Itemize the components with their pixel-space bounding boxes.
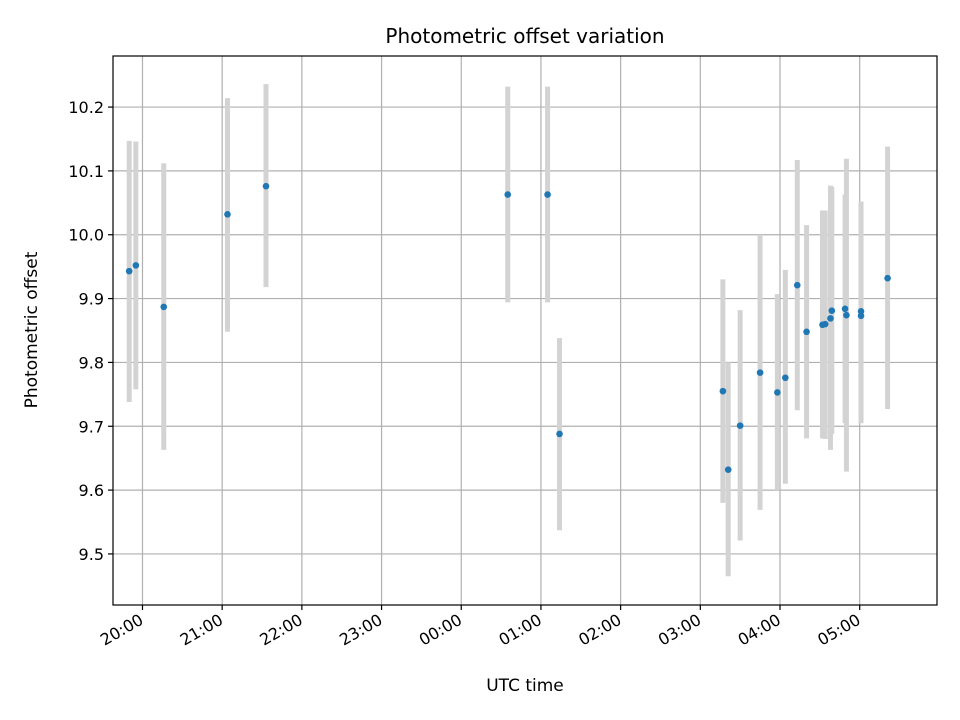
x-tick-label: 00:00 (416, 610, 465, 650)
data-point (841, 305, 849, 313)
grid-lines (113, 56, 937, 605)
x-tick-label: 03:00 (655, 610, 704, 650)
x-tick-label: 02:00 (575, 610, 624, 650)
data-point (132, 262, 140, 269)
chart-title: Photometric offset variation (385, 24, 664, 48)
data-point (556, 430, 563, 438)
data-point (803, 328, 810, 336)
data-point (504, 191, 512, 198)
y-tick-label: 10.1 (68, 162, 104, 181)
y-tick-label: 9.7 (79, 417, 104, 436)
y-tick-label: 9.9 (79, 290, 104, 309)
data-point (828, 307, 836, 315)
data-point (827, 315, 834, 322)
y-tick-label: 10.2 (68, 98, 104, 117)
data-point (544, 191, 551, 198)
x-tick-label: 05:00 (814, 610, 863, 650)
x-axis: 20:00 21:00 22:00 23:00 00:00 01:00 02:00 03:00… (97, 605, 864, 650)
y-tick-label: 9.8 (79, 353, 104, 372)
data-point (884, 274, 891, 282)
data-point (736, 422, 744, 429)
y-tick-label: 9.5 (79, 545, 104, 564)
x-tick-label: 01:00 (496, 610, 545, 650)
data-point (793, 281, 801, 289)
data-point (224, 211, 231, 218)
y-tick-label: 9.6 (79, 481, 104, 500)
data-point (160, 303, 168, 311)
y-axis-label: Photometric offset (22, 251, 42, 408)
x-axis-label: UTC time (486, 676, 564, 696)
data-point (719, 387, 727, 395)
x-tick-label: 22:00 (256, 610, 305, 650)
x-tick-label: 04:00 (735, 610, 784, 650)
data-point (774, 389, 781, 396)
y-axis: 9.5 9.6 9.7 9.8 9.9 10.0 10.1 10.2 (68, 98, 113, 564)
data-point (857, 308, 865, 315)
x-tick-label: 23:00 (336, 610, 385, 650)
data-point (756, 369, 764, 376)
data-point (724, 466, 732, 473)
data-point (821, 320, 829, 328)
data-point (125, 267, 133, 275)
y-tick-label: 10.0 (68, 226, 104, 245)
data-points (125, 182, 891, 473)
data-point (782, 374, 789, 382)
error-bars (126, 84, 891, 577)
data-point (262, 182, 270, 190)
plot-frame (112, 55, 938, 606)
data-point (843, 311, 850, 319)
x-tick-label: 20:00 (97, 610, 146, 650)
x-tick-label: 21:00 (177, 610, 226, 650)
